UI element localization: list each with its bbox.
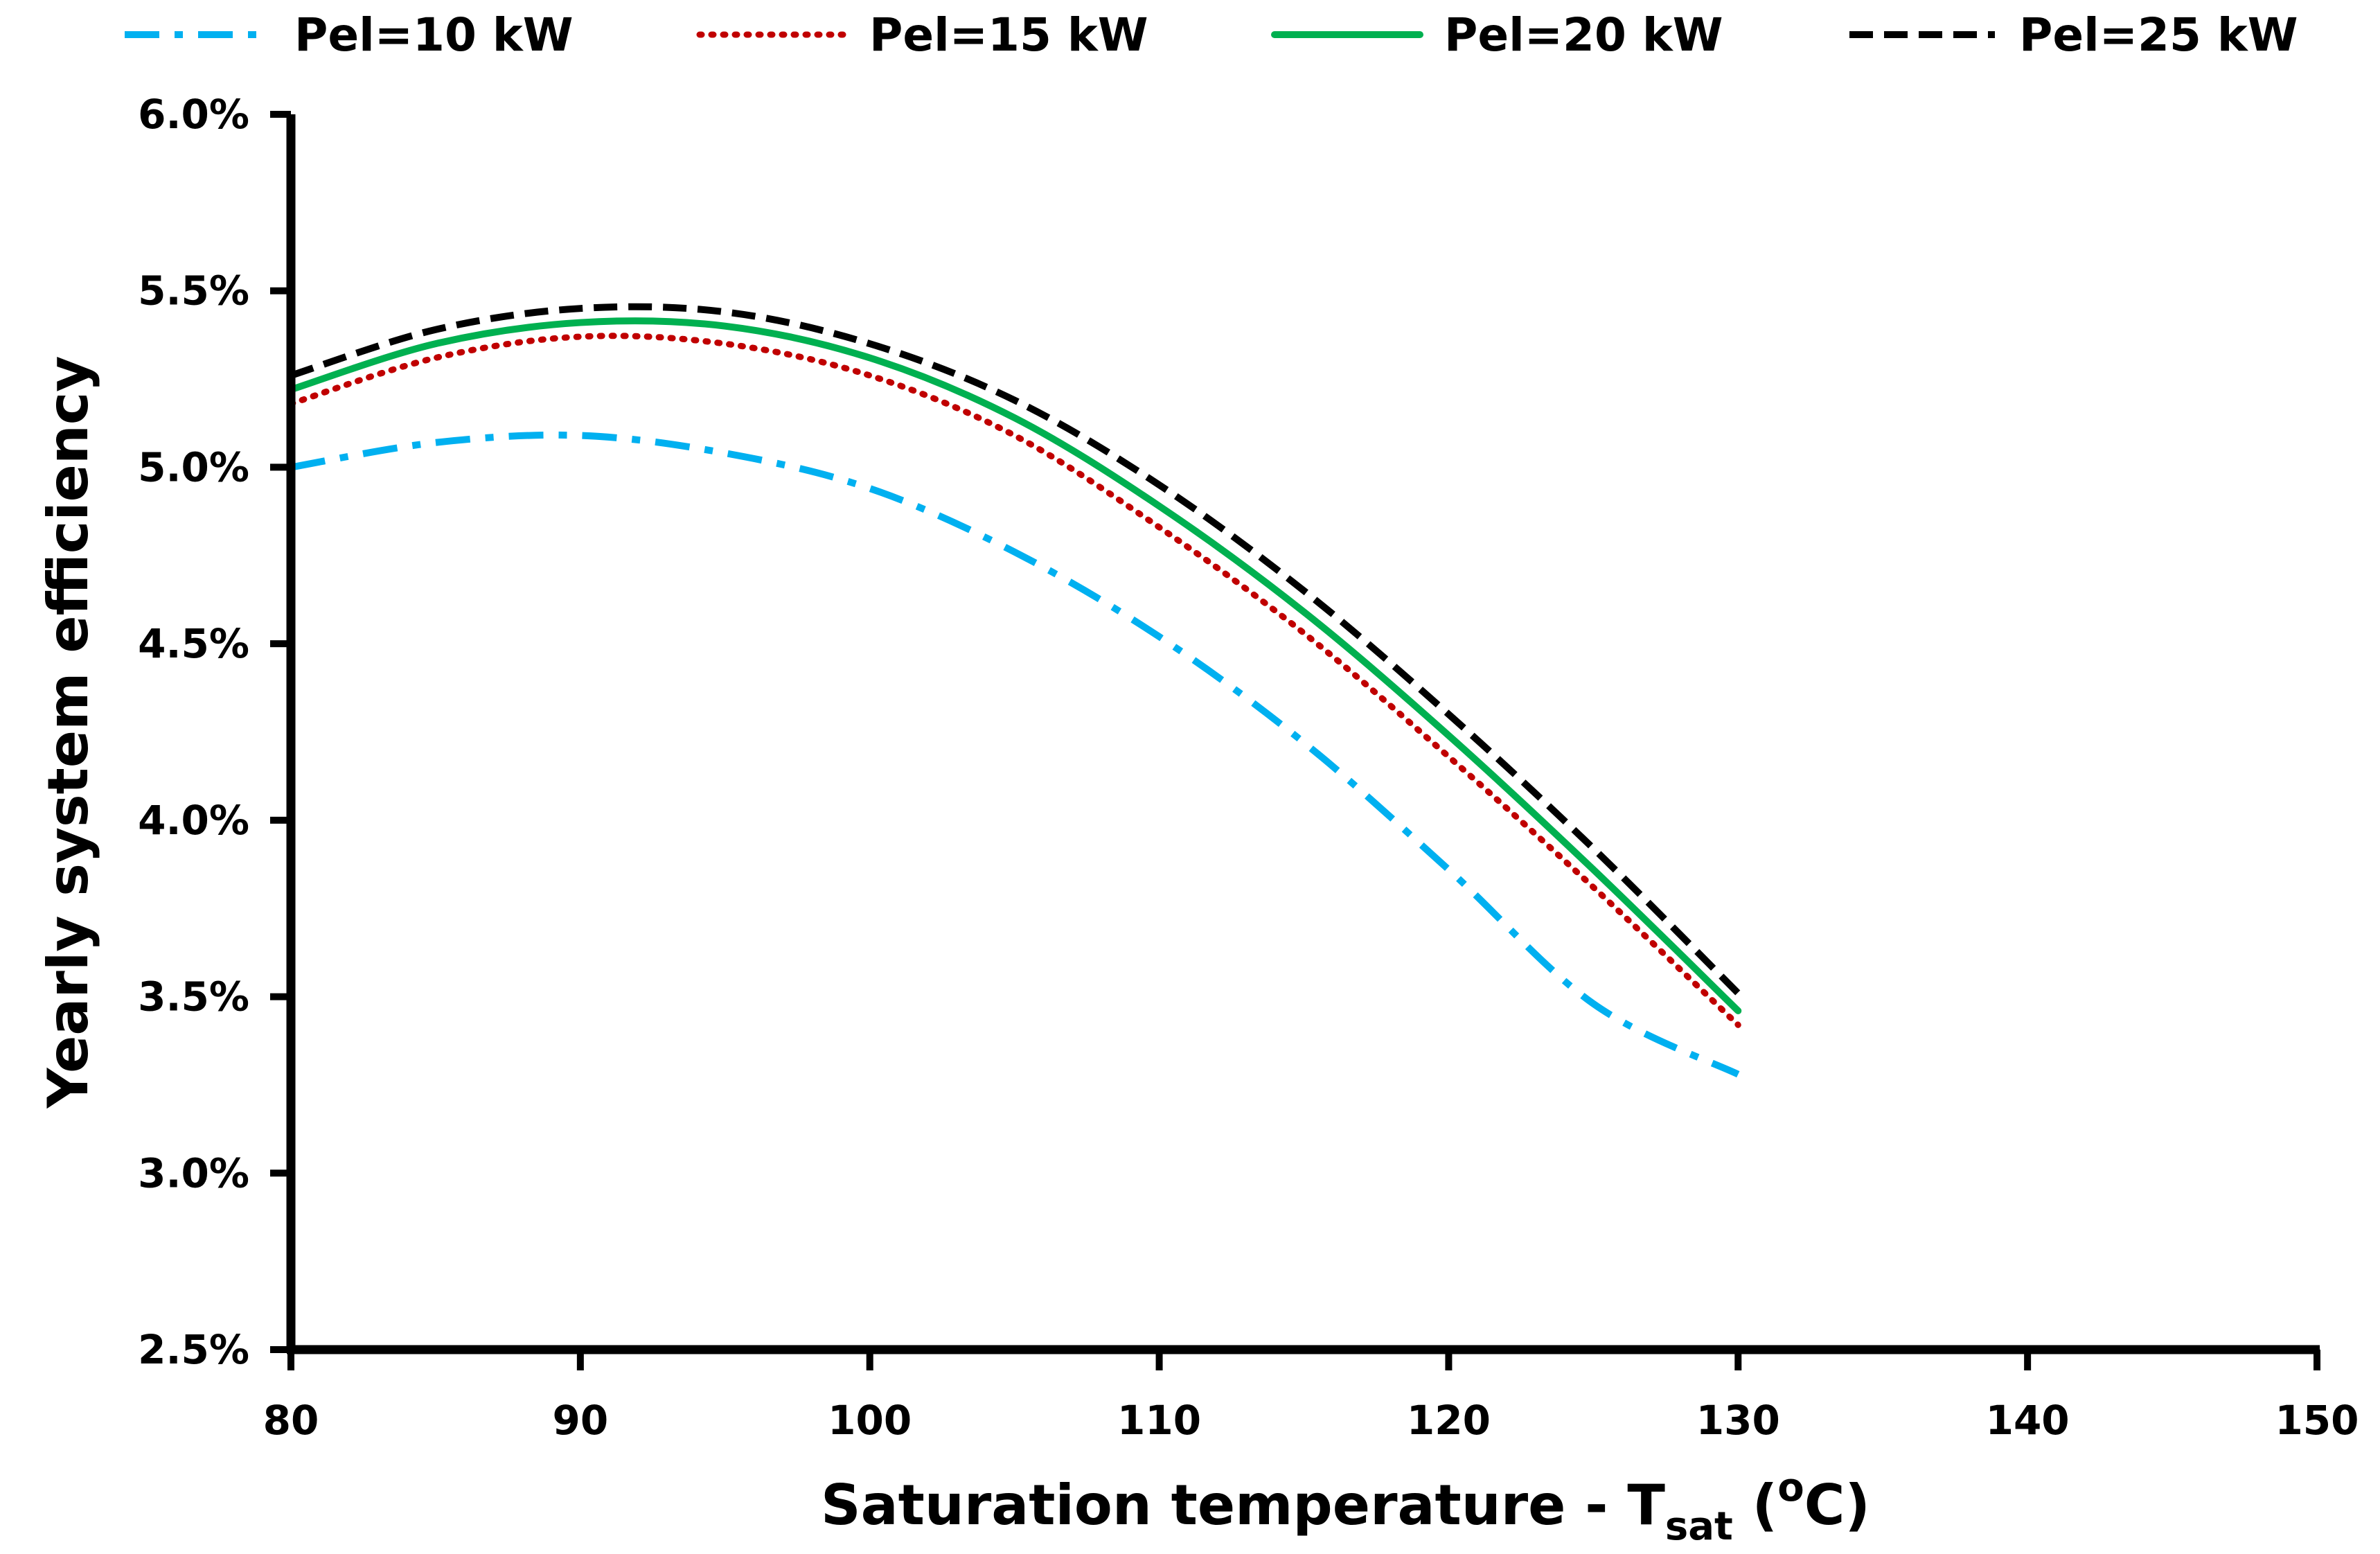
y-tick-label: 5.0% xyxy=(138,443,249,491)
series-line-3 xyxy=(287,317,1742,1014)
series-line-2 xyxy=(287,333,1741,1028)
x-axis-title-main: Saturation temperature - T xyxy=(821,1473,1665,1537)
x-axis-ticks: 80 90 100 110 120 130 140 150 xyxy=(263,1350,2359,1444)
series-lines xyxy=(287,303,1742,1078)
series-line-1 xyxy=(290,431,1740,1078)
y-tick-label: 4.5% xyxy=(138,620,249,667)
y-axis-title: Yearly system efficiency xyxy=(36,356,100,1109)
x-tick-label: 80 xyxy=(263,1397,319,1444)
y-tick-label: 4.0% xyxy=(138,797,249,844)
legend-label-1: Pel=10 kW xyxy=(294,8,574,62)
x-axis-title: Saturation temperature - Tsat (oC) xyxy=(821,1465,1870,1549)
series-line-4 xyxy=(290,303,1741,996)
x-tick-label: 120 xyxy=(1407,1397,1491,1444)
y-tick-label: 3.0% xyxy=(138,1149,249,1197)
x-axis-title-superscript: o xyxy=(1777,1465,1804,1510)
legend-label-4: Pel=25 kW xyxy=(2019,8,2298,62)
x-tick-label: 130 xyxy=(1696,1397,1780,1444)
legend-label-2: Pel=15 kW xyxy=(869,8,1148,62)
x-axis-title-subscript: sat xyxy=(1665,1504,1733,1549)
y-tick-label: 2.5% xyxy=(138,1326,249,1373)
x-tick-label: 110 xyxy=(1117,1397,1201,1444)
x-tick-label: 90 xyxy=(552,1397,608,1444)
plot-area: 2.5% 3.0% 3.5% 4.0% 4.5% 5.0% 5.5% 6.0% 80 90 100… xyxy=(138,91,2359,1444)
x-tick-label: 140 xyxy=(1986,1397,2070,1444)
x-tick-label: 100 xyxy=(828,1397,912,1444)
y-axis-ticks: 2.5% 3.0% 3.5% 4.0% 4.5% 5.0% 5.5% 6.0% xyxy=(138,91,291,1373)
y-tick-label: 3.5% xyxy=(138,973,249,1021)
x-axis-title-open-paren: ( xyxy=(1733,1473,1777,1537)
legend-label-3: Pel=20 kW xyxy=(1444,8,1723,62)
legend: Pel=10 kW Pel=15 kW Pel=20 kW Pel=25 kW xyxy=(125,8,2298,62)
x-axis-title-unit: C) xyxy=(1804,1473,1870,1537)
y-tick-label: 5.5% xyxy=(138,267,249,315)
x-tick-label: 150 xyxy=(2275,1397,2359,1444)
y-tick-label: 6.0% xyxy=(138,91,249,138)
